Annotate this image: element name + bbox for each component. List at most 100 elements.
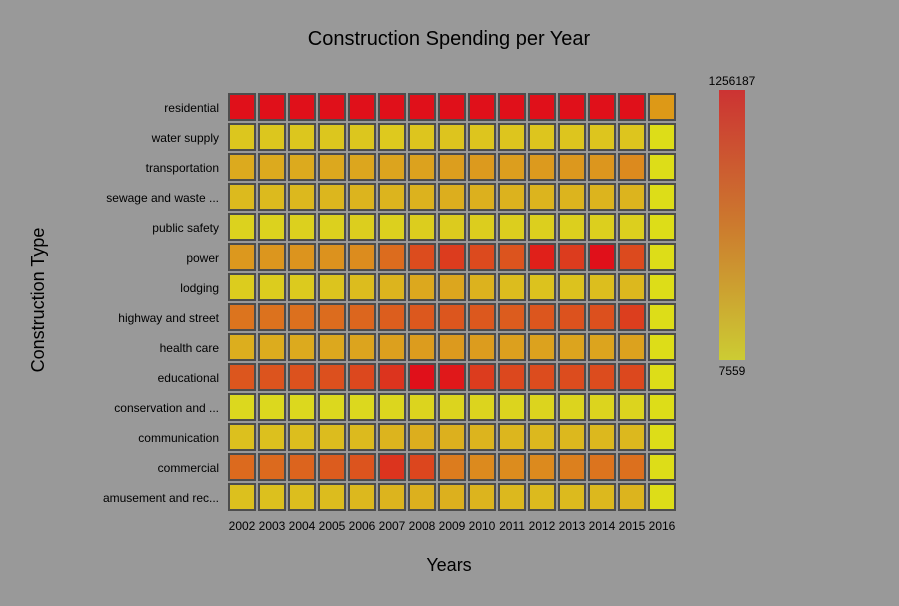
x-tick-label: 2014: [589, 519, 616, 533]
x-tick-label: 2016: [649, 519, 676, 533]
heatmap-cell: [528, 393, 556, 421]
x-tick-label: 2003: [259, 519, 286, 533]
heatmap-cell: [228, 153, 256, 181]
heatmap-cell: [318, 273, 346, 301]
heatmap-cell: [258, 273, 286, 301]
heatmap-cell: [618, 363, 646, 391]
heatmap-cell: [528, 243, 556, 271]
y-tick-label: commercial: [158, 461, 219, 475]
x-tick-label: 2002: [229, 519, 256, 533]
heatmap-cell: [588, 303, 616, 331]
heatmap-cell: [408, 123, 436, 151]
heatmap-cell: [348, 303, 376, 331]
heatmap-cell: [318, 333, 346, 361]
heatmap-cell: [498, 303, 526, 331]
heatmap-cell: [558, 363, 586, 391]
heatmap-cell: [438, 273, 466, 301]
heatmap-cell: [378, 243, 406, 271]
y-tick-labels: residential water supply transportation sew…: [103, 101, 220, 505]
heatmap-cell: [618, 213, 646, 241]
heatmap-cell: [618, 123, 646, 151]
heatmap-cell: [558, 393, 586, 421]
heatmap-cell: [588, 273, 616, 301]
heatmap-cell: [588, 453, 616, 481]
heatmap-cell: [528, 423, 556, 451]
heatmap-cell: [288, 273, 316, 301]
heatmap-cell: [558, 303, 586, 331]
heatmap-cell: [468, 453, 496, 481]
y-tick-label: residential: [164, 101, 219, 115]
heatmap-cell: [258, 393, 286, 421]
heatmap-cell: [318, 213, 346, 241]
heatmap-cell: [378, 483, 406, 511]
colorbar: [719, 90, 745, 360]
heatmap-cell: [378, 213, 406, 241]
x-tick-label: 2015: [619, 519, 646, 533]
heatmap-cell: [468, 273, 496, 301]
heatmap-cell: [288, 93, 316, 121]
heatmap-cell: [588, 213, 616, 241]
heatmap-cell: [648, 123, 676, 151]
heatmap-cell: [378, 423, 406, 451]
heatmap-cell: [498, 93, 526, 121]
heatmap-cell: [258, 153, 286, 181]
heatmap-cell: [378, 303, 406, 331]
heatmap-cell: [408, 393, 436, 421]
heatmap-cell: [438, 483, 466, 511]
heatmap-cell: [348, 273, 376, 301]
heatmap-cell: [408, 243, 436, 271]
heatmap-cell: [498, 393, 526, 421]
heatmap-cell: [288, 393, 316, 421]
y-tick-label: public safety: [152, 221, 219, 235]
heatmap-cell: [348, 483, 376, 511]
heatmap-cell: [288, 153, 316, 181]
heatmap-cell: [408, 303, 436, 331]
y-tick-label: power: [186, 251, 219, 265]
colorbar-min-label: 7559: [719, 364, 746, 378]
heatmap-cell: [288, 363, 316, 391]
heatmap-cell: [378, 333, 406, 361]
heatmap-cell: [468, 93, 496, 121]
heatmap-cell: [618, 243, 646, 271]
heatmap-cell: [498, 423, 526, 451]
heatmap-cell: [588, 93, 616, 121]
heatmap-cell: [498, 153, 526, 181]
heatmap-cell: [648, 483, 676, 511]
heatmap-cell: [588, 423, 616, 451]
heatmap-cell: [228, 423, 256, 451]
heatmap-cell: [618, 153, 646, 181]
y-tick-label: lodging: [180, 281, 219, 295]
y-tick-label: conservation and ...: [114, 401, 219, 415]
heatmap-cell: [648, 243, 676, 271]
heatmap-cell: [438, 423, 466, 451]
heatmap-cell: [468, 183, 496, 211]
x-tick-labels: 2002 2003 2004 2005 2006 2007 2008 2009 2010 2011…: [229, 519, 676, 533]
heatmap-cell: [288, 483, 316, 511]
y-tick-label: amusement and rec...: [103, 491, 219, 505]
heatmap-cell: [648, 183, 676, 211]
heatmap-cell: [318, 123, 346, 151]
heatmap-cell: [558, 243, 586, 271]
heatmap-cell: [408, 153, 436, 181]
heatmap-cell: [468, 123, 496, 151]
heatmap-cell: [378, 153, 406, 181]
heatmap-cell: [348, 153, 376, 181]
heatmap-cell: [618, 393, 646, 421]
heatmap-cell: [558, 453, 586, 481]
heatmap-cell: [408, 213, 436, 241]
heatmap-cell: [288, 453, 316, 481]
heatmap-cell: [348, 333, 376, 361]
heatmap-cell: [618, 333, 646, 361]
heatmap-cell: [528, 303, 556, 331]
heatmap-cell: [348, 423, 376, 451]
heatmap-cell: [288, 303, 316, 331]
heatmap-cell: [438, 453, 466, 481]
heatmap-cell: [288, 213, 316, 241]
heatmap-cell: [498, 243, 526, 271]
heatmap-cell: [228, 183, 256, 211]
heatmap-cell: [498, 123, 526, 151]
heatmap-cell: [648, 453, 676, 481]
heatmap-cell: [588, 333, 616, 361]
heatmap-cell: [228, 93, 256, 121]
